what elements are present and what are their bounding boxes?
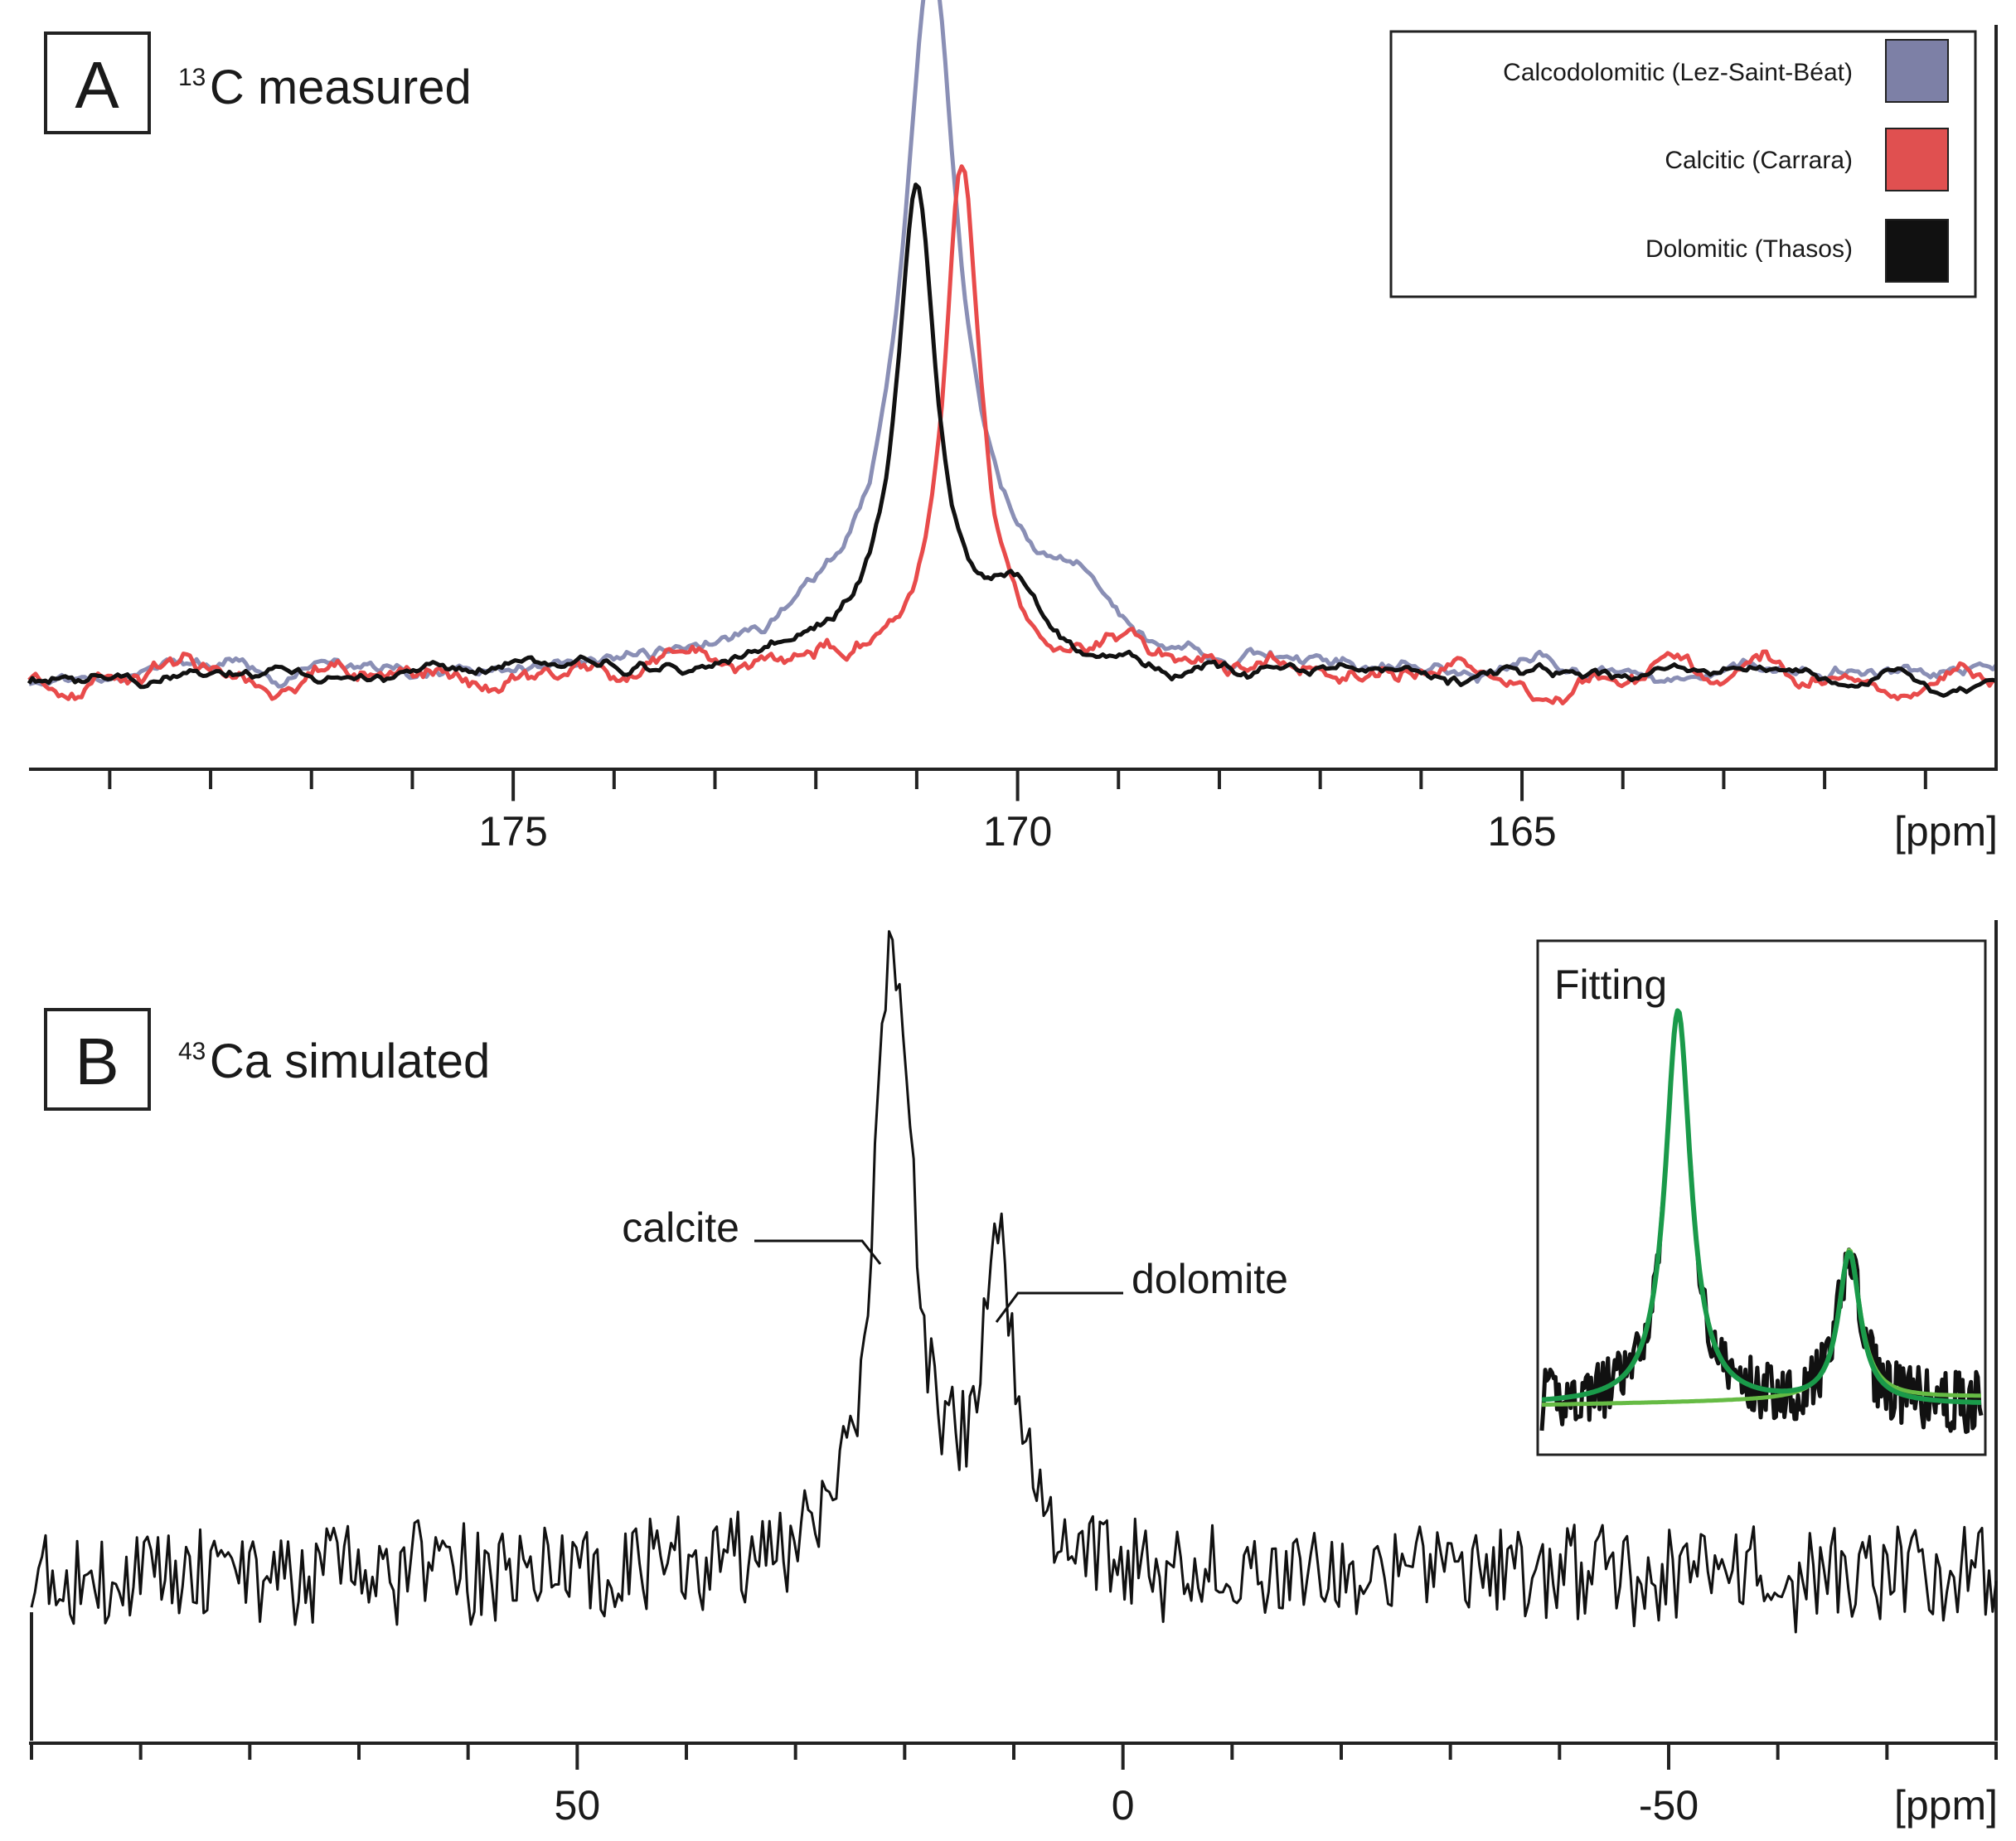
series-line-dolomitic bbox=[27, 182, 1997, 698]
panel-a-title: 13 C measured bbox=[178, 61, 472, 114]
inset-measured-line bbox=[1539, 1008, 1984, 1434]
inset-fitting: Fitting bbox=[1536, 939, 1987, 1456]
panel-b-tick-label-50: 50 bbox=[555, 1782, 601, 1829]
inset-title: Fitting bbox=[1554, 962, 1667, 1008]
annotation-dolomite: dolomite bbox=[1132, 1256, 1288, 1302]
panel-a-title-sup: 13 bbox=[178, 64, 206, 91]
panel-b-ticks bbox=[30, 1743, 1998, 1770]
panel-a-tick-label-175: 175 bbox=[478, 808, 547, 855]
series-line-43ca bbox=[30, 930, 1998, 1634]
panel-a-label: A bbox=[75, 48, 119, 122]
panel-b-tick-label-minus50: -50 bbox=[1639, 1782, 1699, 1829]
panel-a-tick-label-170: 170 bbox=[983, 808, 1052, 855]
legend-swatch-dolomitic bbox=[1885, 219, 1949, 283]
legend-entry-label-calcitic: Calcitic (Carrara) bbox=[1665, 147, 1853, 174]
panel-b-title: 43 Ca simulated bbox=[178, 1034, 490, 1088]
panel-b-x-axis-label: [ppm] bbox=[1894, 1782, 1998, 1829]
panel-a-label-box bbox=[44, 31, 151, 134]
annotation-calcite-leader bbox=[754, 1239, 882, 1265]
panel-a-ticks bbox=[108, 769, 1927, 802]
panel-b-label: B bbox=[75, 1025, 119, 1098]
panel-b-tick-label-0: 0 bbox=[1112, 1782, 1135, 1829]
legend-entry-label-calcodolomitic: Calcodolomitic (Lez-Saint-Béat) bbox=[1503, 59, 1853, 86]
inset-component-line bbox=[1541, 1248, 1982, 1407]
panel-a-x-axis-label: [ppm] bbox=[1894, 808, 1998, 855]
legend-box bbox=[1389, 30, 1977, 298]
legend-swatch-calcodolomitic bbox=[1885, 39, 1949, 103]
legend-entry-label-dolomitic: Dolomitic (Thasos) bbox=[1645, 235, 1853, 263]
panel-b-title-sup: 43 bbox=[178, 1038, 206, 1065]
legend: Calcodolomitic (Lez-Saint-Béat) Calcitic… bbox=[1389, 30, 1977, 298]
legend-swatch-calcitic bbox=[1885, 128, 1949, 191]
series-line-calcodolomitic bbox=[28, 0, 1998, 689]
panel-b-label-box bbox=[44, 1008, 151, 1111]
annotation-dolomite-leader bbox=[995, 1291, 1123, 1323]
panel-a: A 13 C measured Calcodolomitic (Lez-Sain… bbox=[27, 0, 1998, 855]
panel-a-title-main: C measured bbox=[210, 61, 472, 114]
annotation-calcite: calcite bbox=[622, 1204, 739, 1251]
panel-b-title-main: Ca simulated bbox=[210, 1034, 490, 1088]
inset-fit-line bbox=[1541, 1008, 1982, 1405]
panel-a-tick-label-165: 165 bbox=[1487, 808, 1556, 855]
panel-b: B 43 Ca simulated calcite dolomite Fitti… bbox=[29, 920, 1998, 1829]
